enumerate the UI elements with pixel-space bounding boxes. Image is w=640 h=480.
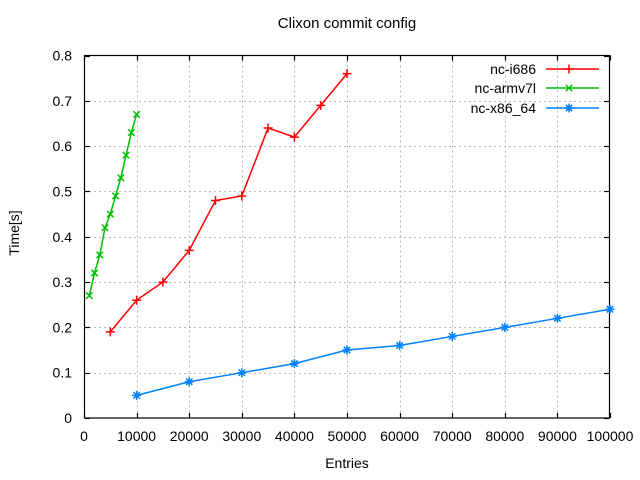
cross-marker-icon: [117, 174, 125, 182]
asterisk-marker-icon: [237, 368, 247, 378]
axis-ticks: [83, 55, 612, 420]
cross-marker-icon: [90, 269, 99, 277]
plus-marker-icon: [237, 191, 247, 201]
y-tick-label: 0.7: [53, 93, 73, 109]
plus-marker-icon: [342, 69, 352, 79]
series-line: [136, 308, 611, 397]
chart-title: Clixon commit config: [277, 15, 417, 32]
y-tick-label: 0.6: [53, 138, 73, 154]
cross-marker-icon: [106, 210, 115, 218]
legend-item-nc-armv7l: nc-armv7l: [471, 79, 600, 99]
asterisk-marker-icon: [605, 304, 615, 314]
y-tick-label: 0.8: [53, 48, 73, 64]
x-tick-label: 90000: [538, 428, 577, 444]
cross-marker-icon: [122, 151, 130, 159]
asterisk-marker-icon: [132, 390, 142, 400]
cross-marker-icon: [101, 223, 109, 232]
y-tick-label: 0.2: [53, 319, 73, 335]
y-tick-label: 0.1: [53, 365, 73, 381]
x-tick-label: 30000: [222, 428, 261, 444]
x-tick-labels: 0 10000 20000 30000 40000 50000 60000 70000 8000…: [80, 428, 633, 444]
x-tick-label: 0: [80, 428, 88, 444]
legend-line-sample-asterisk-icon: [546, 103, 599, 113]
plus-marker-icon: [211, 196, 220, 205]
legend-item-nc-i686: nc-i686: [471, 59, 600, 79]
plus-marker-icon: [132, 295, 142, 305]
gridlines: [84, 55, 610, 418]
asterisk-marker-icon: [184, 377, 194, 387]
legend-label: nc-x86_64: [470, 99, 536, 116]
y-tick-label: 0.3: [53, 274, 73, 290]
asterisk-marker-icon: [342, 345, 352, 355]
asterisk-marker-icon: [552, 313, 562, 323]
y-tick-label: 0.4: [53, 229, 73, 245]
x-tick-label: 80000: [485, 428, 524, 444]
plus-marker-icon: [158, 277, 168, 287]
series-nc-x86_64: [132, 304, 615, 400]
plus-marker-icon: [289, 132, 299, 142]
x-tick-label: 20000: [170, 428, 209, 444]
legend-label: nc-armv7l: [474, 80, 536, 97]
asterisk-marker-icon: [447, 331, 457, 341]
x-tick-label: 60000: [380, 428, 419, 444]
cross-marker-icon: [132, 110, 141, 119]
y-tick-label: 0.5: [53, 183, 73, 199]
x-tick-label: 10000: [117, 428, 156, 444]
asterisk-marker-icon: [395, 341, 405, 350]
asterisk-marker-icon: [500, 322, 510, 332]
legend-line-sample-cross-icon: [546, 84, 599, 92]
x-axis-label: Entries: [325, 455, 369, 471]
plus-marker-icon: [263, 123, 273, 133]
x-tick-label: 70000: [433, 428, 472, 444]
series-line: [88, 114, 138, 296]
x-tick-label: 100000: [587, 428, 634, 444]
cross-marker-icon: [85, 291, 93, 300]
legend: nc-i686 nc-armv7l nc-x86_64: [471, 59, 600, 118]
x-tick-label: 50000: [328, 428, 367, 444]
y-tick-labels: 0 0.1 0.2 0.3 0.4 0.5 0.6 0.7 0.8: [53, 48, 73, 427]
legend-item-nc-x86_64: nc-x86_64: [471, 98, 600, 118]
cross-marker-icon: [96, 251, 104, 259]
series-line: [109, 73, 348, 333]
legend-label: nc-i686: [490, 60, 536, 77]
asterisk-marker-icon: [289, 359, 299, 369]
plus-marker-icon: [316, 100, 326, 110]
series-nc-i686: [105, 69, 352, 337]
cross-marker-icon: [111, 192, 120, 200]
x-tick-label: 40000: [275, 428, 314, 444]
y-tick-label: 0: [64, 410, 72, 426]
legend-line-sample-plus-icon: [546, 64, 599, 74]
plus-marker-icon: [105, 327, 115, 337]
series-nc-armv7l: [85, 110, 141, 300]
cross-marker-icon: [127, 128, 136, 137]
plus-marker-icon: [184, 245, 194, 255]
